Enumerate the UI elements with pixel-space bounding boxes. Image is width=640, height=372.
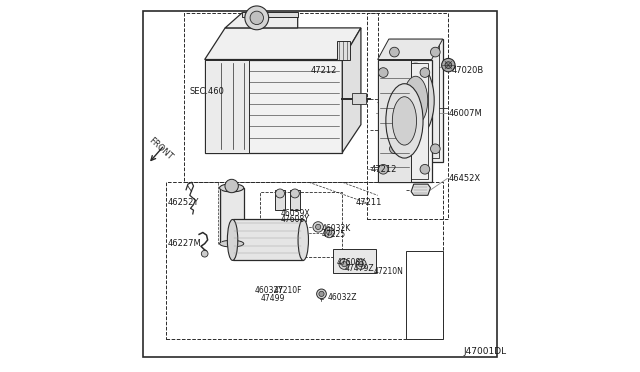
Text: J47001DL: J47001DL: [463, 347, 506, 356]
Ellipse shape: [227, 219, 238, 260]
Circle shape: [442, 58, 455, 72]
Bar: [275, 190, 285, 210]
Bar: [205, 60, 250, 153]
Ellipse shape: [392, 97, 417, 145]
Circle shape: [420, 68, 429, 77]
Text: 47608Y: 47608Y: [337, 258, 365, 267]
Text: 47212: 47212: [310, 66, 337, 75]
Polygon shape: [225, 13, 298, 28]
Ellipse shape: [298, 219, 308, 260]
Text: 47210F: 47210F: [273, 286, 302, 295]
Bar: [333, 249, 376, 273]
Bar: [351, 93, 367, 104]
Circle shape: [276, 189, 284, 198]
Ellipse shape: [397, 63, 434, 138]
Text: 46032Y: 46032Y: [255, 286, 284, 295]
Polygon shape: [205, 28, 361, 60]
Circle shape: [378, 68, 388, 77]
Bar: [220, 188, 244, 244]
Ellipse shape: [220, 184, 244, 192]
Bar: [381, 63, 428, 179]
Bar: [232, 219, 303, 260]
Circle shape: [339, 259, 349, 269]
Text: FRONT: FRONT: [147, 136, 173, 162]
Bar: [184, 13, 378, 182]
Text: 46007M: 46007M: [449, 109, 482, 118]
Bar: [392, 43, 439, 158]
Text: 46452X: 46452X: [449, 174, 481, 183]
Bar: [166, 182, 443, 339]
Text: 46059X: 46059X: [281, 209, 310, 218]
Circle shape: [431, 144, 440, 154]
Polygon shape: [342, 28, 361, 153]
Bar: [337, 41, 349, 60]
Circle shape: [316, 224, 321, 230]
Bar: [389, 39, 443, 162]
Bar: [378, 60, 431, 182]
Circle shape: [319, 291, 324, 296]
Text: 47211: 47211: [355, 198, 381, 207]
Circle shape: [445, 62, 452, 68]
Circle shape: [390, 144, 399, 154]
Circle shape: [356, 259, 366, 269]
Text: 47499: 47499: [260, 294, 285, 303]
Text: SEC.460: SEC.460: [189, 87, 224, 96]
Text: 46032Z: 46032Z: [328, 293, 357, 302]
Bar: [378, 60, 411, 182]
Circle shape: [431, 47, 440, 57]
Circle shape: [291, 189, 300, 198]
Ellipse shape: [386, 84, 423, 158]
Circle shape: [378, 164, 388, 174]
Text: 47210N: 47210N: [374, 267, 404, 276]
Ellipse shape: [220, 240, 244, 247]
Circle shape: [420, 164, 429, 174]
Ellipse shape: [403, 76, 428, 125]
Bar: [242, 12, 298, 17]
Circle shape: [225, 179, 238, 193]
Circle shape: [358, 262, 364, 267]
Text: 47225: 47225: [322, 230, 346, 239]
Bar: [205, 60, 342, 153]
Bar: [367, 13, 449, 219]
Circle shape: [250, 11, 264, 25]
Text: 47020B: 47020B: [452, 66, 484, 75]
Text: 46252Y: 46252Y: [168, 198, 199, 207]
Bar: [260, 192, 342, 257]
Polygon shape: [411, 184, 431, 195]
Circle shape: [317, 289, 326, 299]
Circle shape: [202, 250, 208, 257]
Text: 47608Y: 47608Y: [281, 215, 310, 224]
Circle shape: [326, 230, 332, 235]
Circle shape: [342, 262, 347, 267]
Bar: [291, 190, 300, 210]
Polygon shape: [378, 39, 443, 60]
Text: 46227M: 46227M: [168, 239, 201, 248]
Text: 46032K: 46032K: [322, 224, 351, 233]
Text: 47212: 47212: [370, 165, 397, 174]
Circle shape: [313, 222, 323, 232]
Circle shape: [390, 47, 399, 57]
Circle shape: [324, 227, 335, 238]
Bar: [406, 251, 443, 339]
Circle shape: [245, 6, 269, 30]
Text: 47479Z: 47479Z: [344, 264, 374, 273]
